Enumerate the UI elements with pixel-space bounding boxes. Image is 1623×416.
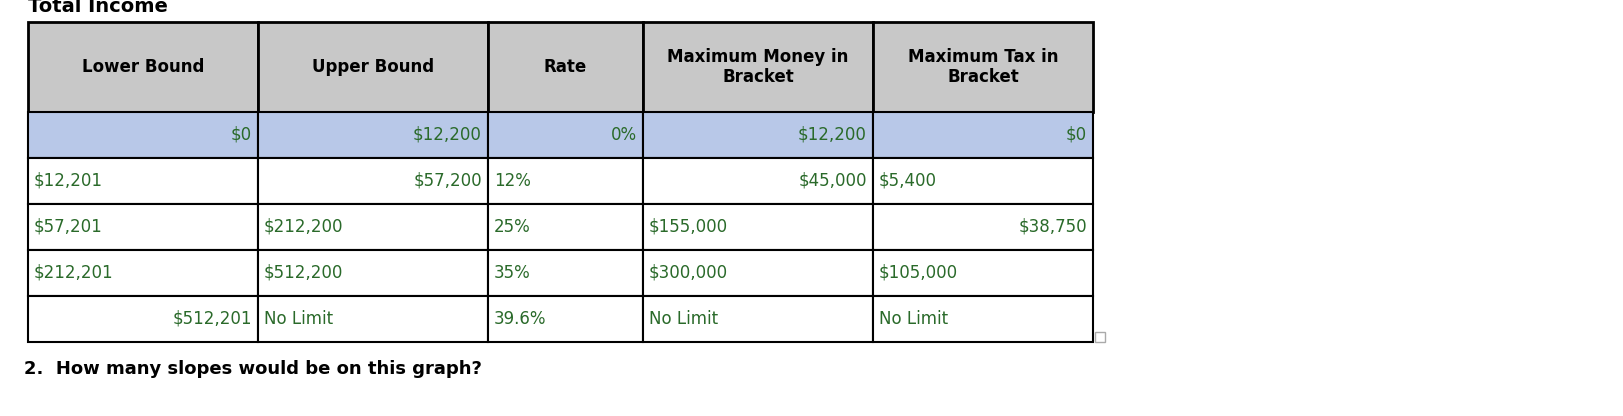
Text: Rate: Rate <box>544 58 588 76</box>
Text: $512,201: $512,201 <box>172 310 252 328</box>
Text: $212,200: $212,200 <box>265 218 344 236</box>
Text: $105,000: $105,000 <box>878 264 958 282</box>
Text: Upper Bound: Upper Bound <box>312 58 433 76</box>
Bar <box>873 204 1092 250</box>
Text: $0: $0 <box>230 126 252 144</box>
Text: Maximum Money in
Bracket: Maximum Money in Bracket <box>667 47 849 87</box>
Bar <box>258 158 487 204</box>
Text: 39.6%: 39.6% <box>493 310 547 328</box>
Text: $38,750: $38,750 <box>1018 218 1086 236</box>
Text: $57,201: $57,201 <box>34 218 102 236</box>
Bar <box>643 204 873 250</box>
Text: 12%: 12% <box>493 172 531 190</box>
Bar <box>28 158 258 204</box>
Text: $300,000: $300,000 <box>649 264 727 282</box>
Bar <box>487 296 643 342</box>
Text: $12,201: $12,201 <box>34 172 102 190</box>
Bar <box>487 204 643 250</box>
Bar <box>643 158 873 204</box>
Bar <box>643 296 873 342</box>
Bar <box>873 22 1092 112</box>
Text: 25%: 25% <box>493 218 531 236</box>
Bar <box>487 250 643 296</box>
Text: $12,200: $12,200 <box>797 126 867 144</box>
Text: Maximum Tax in
Bracket: Maximum Tax in Bracket <box>907 47 1058 87</box>
Text: $57,200: $57,200 <box>414 172 482 190</box>
Bar <box>28 204 258 250</box>
Bar <box>873 112 1092 158</box>
Bar <box>258 112 487 158</box>
Text: No Limit: No Limit <box>649 310 717 328</box>
Bar <box>487 22 643 112</box>
Text: Total Income: Total Income <box>28 0 167 16</box>
Text: $5,400: $5,400 <box>878 172 936 190</box>
Text: $155,000: $155,000 <box>649 218 727 236</box>
Text: No Limit: No Limit <box>265 310 333 328</box>
Text: $12,200: $12,200 <box>412 126 482 144</box>
Bar <box>258 296 487 342</box>
Bar <box>28 22 258 112</box>
Text: 2.  How many slopes would be on this graph?: 2. How many slopes would be on this grap… <box>24 360 482 378</box>
Bar <box>258 204 487 250</box>
Text: $212,201: $212,201 <box>34 264 114 282</box>
Bar <box>873 250 1092 296</box>
Text: Lower Bound: Lower Bound <box>81 58 204 76</box>
Bar <box>28 296 258 342</box>
Bar <box>258 250 487 296</box>
Bar <box>873 158 1092 204</box>
Text: $45,000: $45,000 <box>799 172 867 190</box>
Bar <box>873 296 1092 342</box>
Bar <box>643 250 873 296</box>
Bar <box>28 112 258 158</box>
Bar <box>28 250 258 296</box>
Text: No Limit: No Limit <box>878 310 948 328</box>
Text: 0%: 0% <box>610 126 636 144</box>
Text: 35%: 35% <box>493 264 531 282</box>
Text: $0: $0 <box>1065 126 1086 144</box>
Bar <box>487 112 643 158</box>
Bar <box>1094 332 1104 342</box>
Bar <box>643 112 873 158</box>
Bar <box>643 22 873 112</box>
Bar <box>258 22 487 112</box>
Bar <box>487 158 643 204</box>
Text: $512,200: $512,200 <box>265 264 342 282</box>
